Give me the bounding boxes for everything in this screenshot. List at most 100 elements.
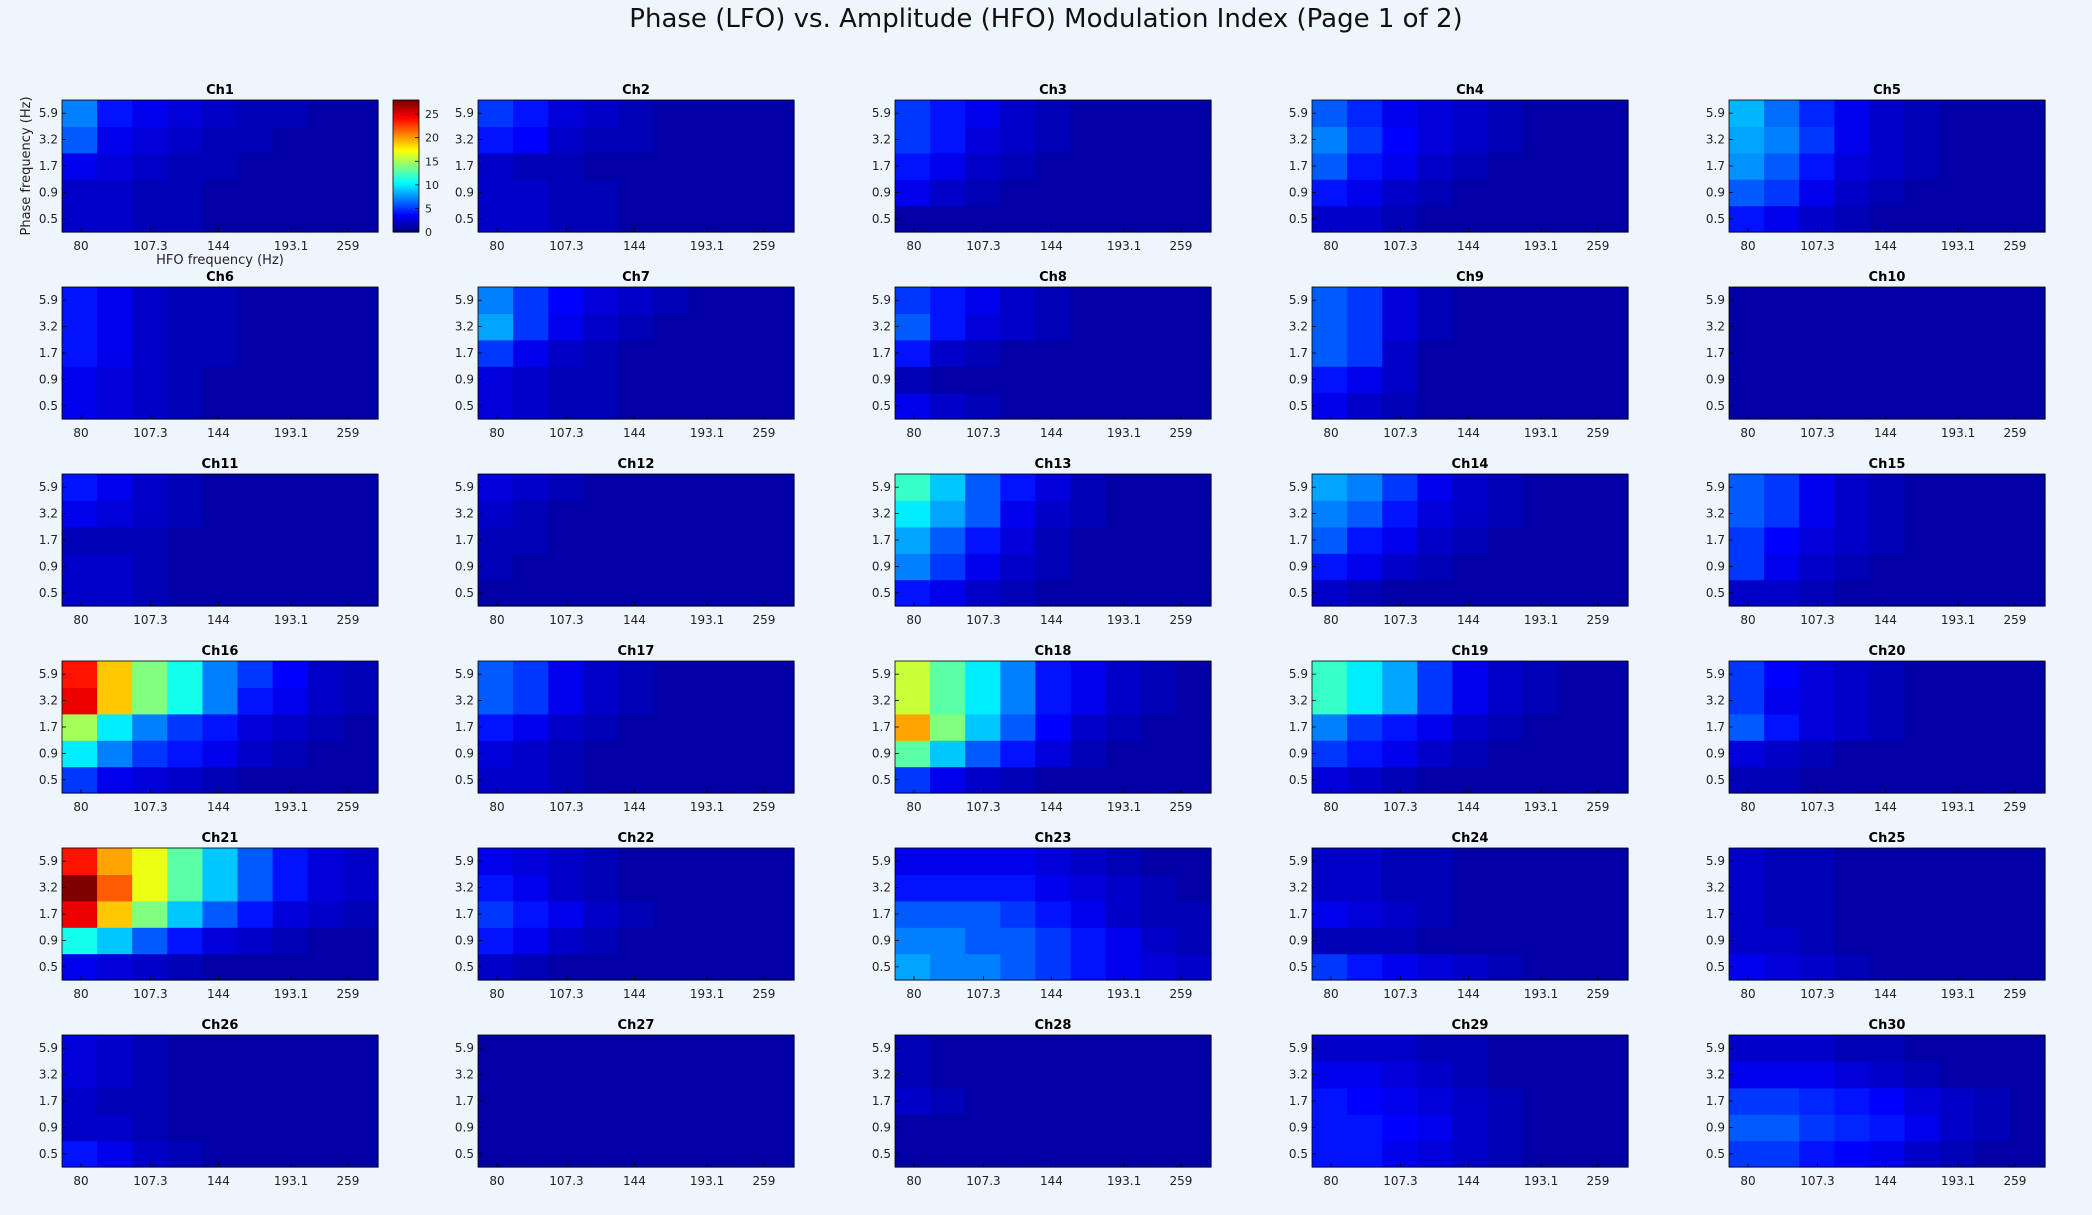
heatmap-cell: [618, 392, 655, 420]
heatmap-cell: [513, 287, 549, 314]
heatmap-cell: [272, 766, 309, 794]
colorbar-swatch: [393, 211, 419, 215]
heatmap-cell: [237, 526, 274, 554]
x-tick-label: 80: [489, 239, 504, 253]
heatmap-cell: [1140, 179, 1177, 207]
heatmap-cell: [1347, 526, 1383, 554]
heatmap-cell: [723, 1140, 760, 1168]
colorbar-swatch: [393, 100, 419, 103]
heatmap-panel-ch3: Ch30.50.91.73.25.980 107.3 144 193.1 259: [872, 83, 1212, 253]
heatmap-cell: [618, 661, 655, 688]
heatmap-cell: [62, 874, 98, 902]
heatmap-cell: [1522, 126, 1559, 154]
y-tick-label: 1.7: [1706, 1094, 1725, 1108]
x-tick-label: 80: [906, 613, 921, 627]
panel-title: Ch27: [618, 1018, 655, 1033]
heatmap-cell: [272, 687, 309, 715]
y-tick-label: 5.9: [39, 293, 58, 307]
heatmap-cell: [1764, 687, 1800, 715]
x-tick-label: 80: [489, 613, 504, 627]
x-tick-label: 80: [1323, 1174, 1338, 1188]
heatmap-cell: [2009, 1087, 2046, 1115]
heatmap-cell: [653, 687, 690, 715]
heatmap-cell: [167, 874, 204, 902]
heatmap-cell: [1105, 740, 1142, 768]
heatmap-cell: [167, 661, 204, 688]
heatmap-cell: [132, 339, 168, 367]
y-tick-label: 1.7: [455, 346, 474, 360]
colorbar-swatch: [393, 163, 419, 167]
x-tick-label: 80: [906, 800, 921, 814]
y-tick-label: 0.5: [1706, 773, 1725, 787]
heatmap-cell: [1347, 1061, 1383, 1089]
x-tick-label: 80: [1323, 987, 1338, 1001]
heatmap-cell: [202, 179, 239, 207]
heatmap-cell: [1904, 500, 1941, 528]
colorbar-swatch: [393, 130, 419, 134]
heatmap-cell: [618, 1114, 655, 1142]
heatmap-cell: [1382, 927, 1418, 955]
heatmap-cell: [237, 953, 274, 981]
x-tick-label: 193.1: [690, 239, 724, 253]
heatmap-cell: [1487, 313, 1524, 341]
y-tick-label: 1.7: [1289, 907, 1308, 921]
panel-title: Ch8: [1039, 270, 1067, 285]
heatmap-cell: [167, 927, 204, 955]
colorbar-swatch: [393, 126, 419, 130]
y-tick-label: 1.7: [39, 533, 58, 547]
x-tick-label: 144: [1874, 613, 1897, 627]
heatmap-cell: [1417, 1087, 1454, 1115]
heatmap-cell: [1452, 713, 1489, 741]
heatmap-cell: [478, 392, 514, 420]
y-tick-label: 3.2: [872, 507, 891, 521]
y-tick-label: 3.2: [1289, 507, 1308, 521]
heatmap-cell: [758, 953, 795, 981]
heatmap-cell: [1175, 687, 1212, 715]
heatmap-cell: [1000, 474, 1037, 501]
colorbar-swatch: [393, 139, 419, 142]
heatmap-cell: [1347, 1035, 1383, 1062]
y-tick-label: 3.2: [39, 507, 58, 521]
heatmap-cell: [513, 1061, 549, 1089]
heatmap-cell: [758, 205, 795, 233]
colorbar-frame: [392, 99, 420, 233]
y-tick-label: 5.9: [872, 854, 891, 868]
x-tick-label: 193.1: [1524, 987, 1558, 1001]
heatmap-cell: [548, 579, 584, 607]
x-tick-label: 144: [1457, 987, 1480, 1001]
heatmap-cell: [1974, 848, 2011, 875]
heatmap-cell: [1522, 392, 1559, 420]
panel-title: Ch6: [206, 270, 234, 285]
heatmap-cell: [478, 927, 514, 955]
colorbar-swatch: [393, 104, 419, 107]
heatmap-cell: [1035, 366, 1072, 394]
y-tick-label: 0.9: [455, 1120, 474, 1134]
heatmap-cell: [895, 740, 931, 768]
x-tick-label: 259: [2004, 1174, 2027, 1188]
heatmap-cell: [1834, 740, 1871, 768]
heatmap-panel-ch2: Ch20.50.91.73.25.980 107.3 144 193.1 259: [455, 83, 795, 253]
heatmap-cell: [653, 1140, 690, 1168]
heatmap-cell: [1452, 179, 1489, 207]
figure-title: Phase (LFO) vs. Amplitude (HFO) Modulati…: [629, 4, 1463, 34]
y-tick-label: 5.9: [455, 293, 474, 307]
heatmap-cell: [895, 900, 931, 928]
y-tick-label: 0.5: [1706, 1147, 1725, 1161]
x-tick-label: 259: [2004, 987, 2027, 1001]
heatmap-cell: [1974, 687, 2011, 715]
heatmap-cell: [272, 713, 309, 741]
y-tick-label: 0.5: [455, 586, 474, 600]
x-tick-label: 193.1: [1524, 239, 1558, 253]
heatmap-cell: [1382, 687, 1418, 715]
heatmap-cell: [202, 100, 239, 127]
heatmap-cell: [618, 500, 655, 528]
heatmap-cell: [1140, 526, 1177, 554]
y-tick-label: 5.9: [455, 480, 474, 494]
heatmap-cell: [1000, 687, 1037, 715]
heatmap-cell: [1312, 179, 1348, 207]
heatmap-cell: [97, 500, 133, 528]
y-tick-label: 3.2: [872, 881, 891, 895]
heatmap-cell: [1312, 526, 1348, 554]
